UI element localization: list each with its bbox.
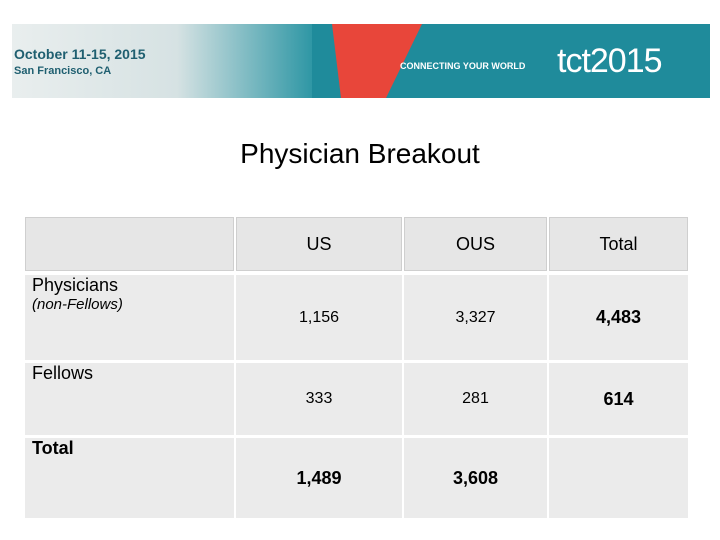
header-cell: US — [236, 217, 402, 271]
row-label: Fellows — [25, 363, 234, 435]
row-label-text: Fellows — [32, 363, 94, 383]
table-cell: 1,489 — [236, 438, 402, 518]
header-cell: Total — [549, 217, 688, 271]
table-cell — [549, 438, 688, 518]
table-cell: 281 — [404, 363, 547, 435]
banner-photo — [12, 24, 312, 98]
table-cell: 3,608 — [404, 438, 547, 518]
row-label: Total — [25, 438, 234, 518]
slide-title: Physician Breakout — [240, 138, 480, 169]
row-label-text: Total — [32, 438, 74, 458]
row-label-text: Physicians — [32, 275, 119, 295]
banner-logo: tct2015 — [557, 42, 663, 80]
table-cell: 3,327 — [404, 275, 547, 360]
table-cell: 4,483 — [549, 275, 688, 360]
banner-tagline: CONNECTING YOUR WORLD — [400, 61, 526, 71]
table-cell: 614 — [549, 363, 688, 435]
banner: October 11-15, 2015 San Francisco, CA CO… — [12, 24, 710, 98]
banner-location: San Francisco, CA — [14, 65, 112, 77]
table-cell: 1,156 — [236, 275, 402, 360]
table-cell: 333 — [236, 363, 402, 435]
row-label: Physicians (non-Fellows) — [25, 275, 234, 360]
banner-dates: October 11-15, 2015 — [14, 46, 146, 62]
header-cell: OUS — [404, 217, 547, 271]
row-sublabel: (non-Fellows) — [32, 296, 123, 313]
header-cell — [25, 217, 234, 271]
